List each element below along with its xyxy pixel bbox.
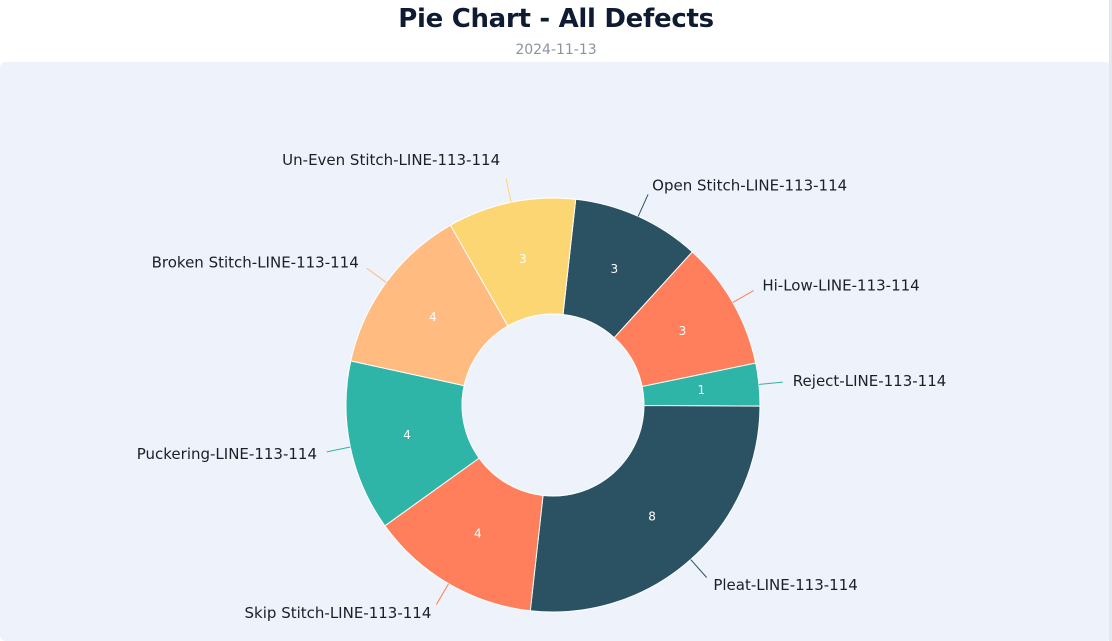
connector-pleat-line-113-114	[690, 559, 708, 578]
category-label-open-stitch-line-113-114: Open Stitch-LINE-113-114	[652, 176, 847, 194]
value-label-open-stitch-line-113-114: 3	[611, 262, 619, 276]
slices-group	[345, 197, 761, 613]
value-label-puckering-line-113-114: 4	[403, 428, 411, 442]
value-label-un-even-stitch-line-113-114: 3	[519, 252, 527, 266]
connector-broken-stitch-line-113-114	[366, 267, 387, 283]
category-label-pleat-line-113-114: Pleat-LINE-113-114	[713, 576, 858, 594]
slice-broken-stitch-line-113-114[interactable]	[350, 224, 509, 387]
connector-un-even-stitch-line-113-114	[505, 178, 512, 203]
panel-edge	[1109, 0, 1112, 641]
value-label-hi-low-line-113-114: 3	[679, 324, 687, 338]
category-label-puckering-line-113-114: Puckering-LINE-113-114	[137, 445, 317, 463]
chart-header: Pie Chart - All Defects 2024-11-13	[0, 0, 1112, 62]
connectors-group	[326, 178, 783, 605]
value-label-broken-stitch-line-113-114: 4	[429, 310, 437, 324]
chart-date: 2024-11-13	[515, 42, 597, 58]
category-label-un-even-stitch-line-113-114: Un-Even Stitch-LINE-113-114	[282, 151, 500, 169]
value-label-pleat-line-113-114: 8	[648, 509, 656, 523]
connector-skip-stitch-line-113-114	[436, 583, 449, 605]
slice-puckering-line-113-114[interactable]	[345, 360, 480, 527]
chart-title: Pie Chart - All Defects	[398, 4, 714, 34]
value-labels-group: 3 3 1 8 4 4 4 3	[403, 252, 705, 541]
value-label-reject-line-113-114: 1	[697, 383, 705, 397]
connector-hi-low-line-113-114	[732, 290, 754, 303]
slice-skip-stitch-line-113-114[interactable]	[384, 457, 544, 612]
connector-puckering-line-113-114	[326, 446, 351, 453]
category-label-broken-stitch-line-113-114: Broken Stitch-LINE-113-114	[152, 253, 359, 271]
category-labels-group: Open Stitch-LINE-113-114 Hi-Low-LINE-113-…	[137, 151, 947, 622]
category-label-reject-line-113-114: Reject-LINE-113-114	[793, 372, 946, 390]
connector-reject-line-113-114	[758, 381, 783, 385]
slice-un-even-stitch-line-113-114[interactable]	[449, 197, 577, 327]
connector-open-stitch-line-113-114	[637, 194, 649, 217]
category-label-skip-stitch-line-113-114: Skip Stitch-LINE-113-114	[245, 604, 432, 622]
value-label-skip-stitch-line-113-114: 4	[474, 527, 482, 541]
slice-pleat-line-113-114[interactable]	[529, 404, 761, 613]
category-label-hi-low-line-113-114: Hi-Low-LINE-113-114	[762, 277, 919, 295]
